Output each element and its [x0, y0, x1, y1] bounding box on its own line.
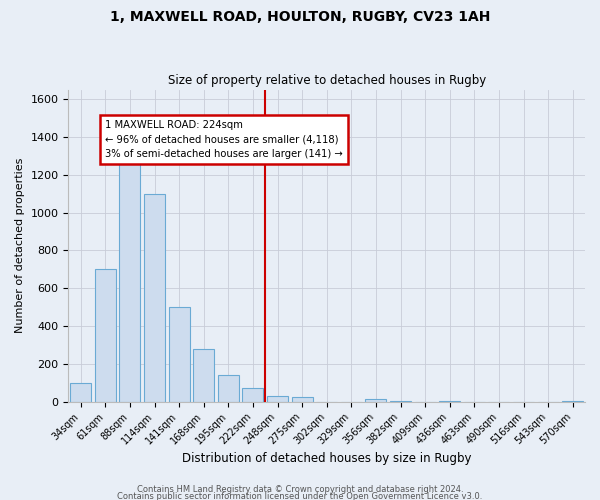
Bar — [439, 401, 460, 402]
Bar — [95, 270, 116, 402]
Bar — [218, 375, 239, 402]
Text: 1 MAXWELL ROAD: 224sqm
← 96% of detached houses are smaller (4,118)
3% of semi-d: 1 MAXWELL ROAD: 224sqm ← 96% of detached… — [106, 120, 343, 160]
Bar — [169, 307, 190, 402]
Bar — [562, 401, 583, 402]
Text: 1, MAXWELL ROAD, HOULTON, RUGBY, CV23 1AH: 1, MAXWELL ROAD, HOULTON, RUGBY, CV23 1A… — [110, 10, 490, 24]
X-axis label: Distribution of detached houses by size in Rugby: Distribution of detached houses by size … — [182, 452, 472, 465]
Bar — [390, 401, 411, 402]
Bar — [267, 396, 288, 402]
Y-axis label: Number of detached properties: Number of detached properties — [15, 158, 25, 334]
Bar — [242, 388, 263, 402]
Text: Contains HM Land Registry data © Crown copyright and database right 2024.: Contains HM Land Registry data © Crown c… — [137, 485, 463, 494]
Bar — [365, 399, 386, 402]
Bar — [70, 383, 91, 402]
Bar — [193, 348, 214, 402]
Bar — [119, 148, 140, 402]
Bar — [292, 397, 313, 402]
Bar — [144, 194, 165, 402]
Title: Size of property relative to detached houses in Rugby: Size of property relative to detached ho… — [167, 74, 486, 87]
Text: Contains public sector information licensed under the Open Government Licence v3: Contains public sector information licen… — [118, 492, 482, 500]
